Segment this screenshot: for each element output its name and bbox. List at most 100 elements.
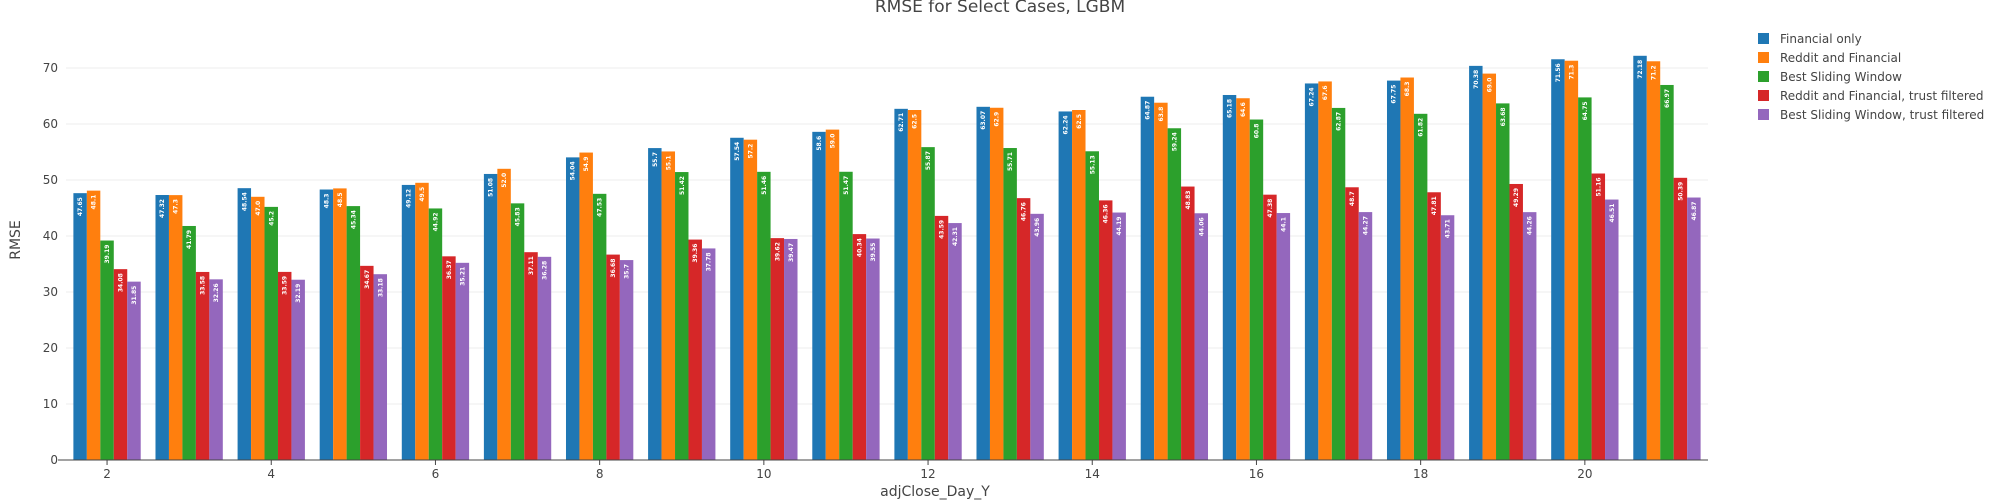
- bar[interactable]: [1440, 215, 1455, 460]
- bar[interactable]: [1591, 173, 1606, 460]
- bar[interactable]: [921, 147, 935, 461]
- bar[interactable]: [894, 108, 908, 460]
- bar[interactable]: [1400, 77, 1414, 461]
- bar[interactable]: [1072, 110, 1086, 460]
- bar[interactable]: [497, 168, 511, 461]
- bar[interactable]: [1222, 94, 1237, 460]
- bar[interactable]: [852, 234, 867, 460]
- bar[interactable]: [209, 279, 223, 460]
- bar[interactable]: [291, 279, 305, 460]
- bar[interactable]: [1564, 60, 1579, 460]
- bar[interactable]: [360, 265, 374, 460]
- bar[interactable]: [1673, 177, 1688, 461]
- bar[interactable]: [1276, 213, 1291, 460]
- bar[interactable]: [1551, 59, 1565, 460]
- bar[interactable]: [757, 171, 771, 460]
- bar[interactable]: [1194, 213, 1209, 460]
- bar[interactable]: [346, 206, 361, 460]
- bar[interactable]: [73, 193, 87, 460]
- bar[interactable]: [1263, 194, 1277, 460]
- bar[interactable]: [1578, 97, 1592, 461]
- bar[interactable]: [661, 151, 676, 460]
- bar[interactable]: [1085, 151, 1099, 460]
- bar[interactable]: [182, 225, 196, 460]
- bar[interactable]: [1112, 212, 1126, 460]
- bar[interactable]: [442, 256, 456, 460]
- bar[interactable]: [524, 252, 538, 460]
- bar[interactable]: [948, 223, 962, 460]
- bar[interactable]: [251, 196, 265, 461]
- bar[interactable]: [1386, 80, 1401, 460]
- bar[interactable]: [675, 172, 689, 460]
- bar[interactable]: [1030, 213, 1044, 460]
- bar[interactable]: [127, 281, 141, 460]
- bar[interactable]: [1249, 119, 1264, 461]
- bar[interactable]: [1660, 84, 1674, 460]
- bar[interactable]: [277, 271, 292, 460]
- bar[interactable]: [825, 129, 840, 460]
- bar[interactable]: [606, 254, 620, 460]
- bar[interactable]: [537, 256, 552, 460]
- bar[interactable]: [839, 171, 853, 460]
- bar[interactable]: [1469, 65, 1483, 460]
- bar[interactable]: [1181, 186, 1195, 460]
- bar[interactable]: [701, 248, 716, 460]
- bar[interactable]: [1427, 192, 1441, 461]
- bar[interactable]: [455, 262, 470, 460]
- bar[interactable]: [264, 206, 278, 460]
- bar[interactable]: [168, 195, 183, 460]
- legend-item[interactable]: Reddit and Financial: [1758, 51, 1901, 65]
- bar[interactable]: [565, 157, 580, 460]
- bar[interactable]: [934, 215, 949, 460]
- bar[interactable]: [1482, 73, 1497, 460]
- bar[interactable]: [648, 148, 662, 460]
- bar[interactable]: [86, 190, 101, 460]
- bar[interactable]: [1687, 197, 1701, 460]
- bar[interactable]: [784, 238, 798, 460]
- bar[interactable]: [401, 184, 416, 461]
- bar[interactable]: [1236, 98, 1250, 461]
- legend[interactable]: Financial only Reddit and Financial Best S…: [1758, 32, 1984, 122]
- bar[interactable]: [319, 189, 334, 460]
- bar[interactable]: [770, 238, 785, 460]
- bar[interactable]: [989, 107, 1004, 460]
- bar[interactable]: [907, 110, 922, 460]
- bar[interactable]: [373, 274, 388, 460]
- bar[interactable]: [812, 131, 826, 460]
- bar[interactable]: [976, 106, 990, 461]
- bar[interactable]: [1167, 128, 1182, 461]
- bar[interactable]: [1646, 61, 1661, 460]
- bar[interactable]: [113, 269, 128, 460]
- bar[interactable]: [1098, 200, 1113, 460]
- legend-item[interactable]: Financial only: [1758, 32, 1862, 46]
- bar[interactable]: [100, 240, 114, 460]
- bar[interactable]: [333, 188, 347, 460]
- bar[interactable]: [1358, 212, 1373, 460]
- bar[interactable]: [1522, 212, 1537, 460]
- bar[interactable]: [1154, 102, 1168, 460]
- bar[interactable]: [1496, 103, 1510, 460]
- bar[interactable]: [1331, 107, 1346, 460]
- legend-item[interactable]: Best Sliding Window, trust filtered: [1758, 108, 1984, 122]
- bar[interactable]: [155, 195, 169, 460]
- bar[interactable]: [579, 152, 593, 460]
- bar[interactable]: [195, 271, 210, 460]
- bar[interactable]: [415, 182, 429, 461]
- bar[interactable]: [866, 238, 880, 460]
- bar[interactable]: [730, 137, 744, 460]
- bar[interactable]: [1304, 83, 1319, 461]
- bar[interactable]: [1140, 96, 1155, 460]
- bar[interactable]: [1633, 55, 1647, 461]
- bar[interactable]: [1318, 81, 1332, 460]
- legend-item[interactable]: Best Sliding Window: [1758, 70, 1902, 84]
- bar[interactable]: [619, 260, 634, 460]
- legend-item[interactable]: Reddit and Financial, trust filtered: [1758, 89, 1984, 103]
- bar[interactable]: [592, 193, 607, 460]
- bar[interactable]: [428, 208, 443, 460]
- bar[interactable]: [743, 139, 758, 460]
- bar[interactable]: [1413, 113, 1428, 461]
- bar[interactable]: [688, 239, 702, 460]
- bar[interactable]: [483, 173, 498, 460]
- bar[interactable]: [1605, 199, 1619, 460]
- bar[interactable]: [1058, 111, 1073, 461]
